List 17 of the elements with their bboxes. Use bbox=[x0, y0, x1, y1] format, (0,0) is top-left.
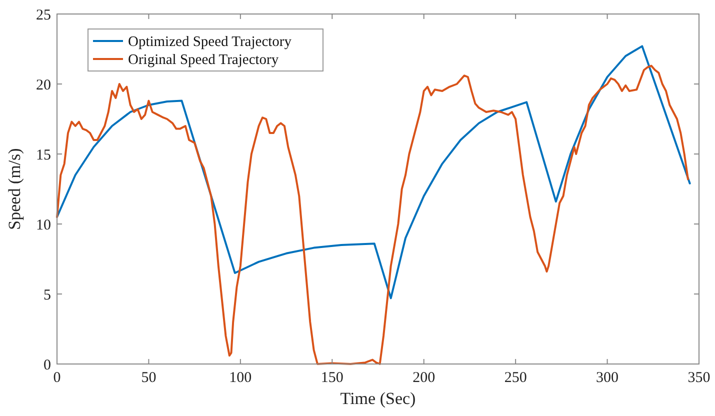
x-tick-label: 100 bbox=[229, 370, 252, 386]
y-tick-label: 15 bbox=[36, 147, 51, 164]
x-tick-label: 250 bbox=[504, 370, 527, 386]
y-tick-label: 20 bbox=[36, 77, 51, 94]
y-tick-label: 10 bbox=[36, 217, 51, 234]
legend-label: Optimized Speed Trajectory bbox=[128, 34, 292, 50]
x-tick-label: 50 bbox=[141, 370, 156, 386]
y-axis-title: Speed (m/s) bbox=[5, 148, 24, 230]
x-tick-label: 200 bbox=[412, 370, 436, 386]
x-axis-title: Time (Sec) bbox=[340, 389, 416, 408]
y-tick-label: 5 bbox=[44, 287, 51, 304]
y-tick-label: 25 bbox=[36, 7, 51, 24]
x-tick-label: 150 bbox=[320, 370, 344, 386]
legend-label: Original Speed Trajectory bbox=[128, 52, 280, 68]
x-tick-label: 300 bbox=[596, 370, 619, 386]
x-tick-label: 350 bbox=[688, 370, 710, 386]
y-tick-label: 0 bbox=[44, 357, 51, 374]
